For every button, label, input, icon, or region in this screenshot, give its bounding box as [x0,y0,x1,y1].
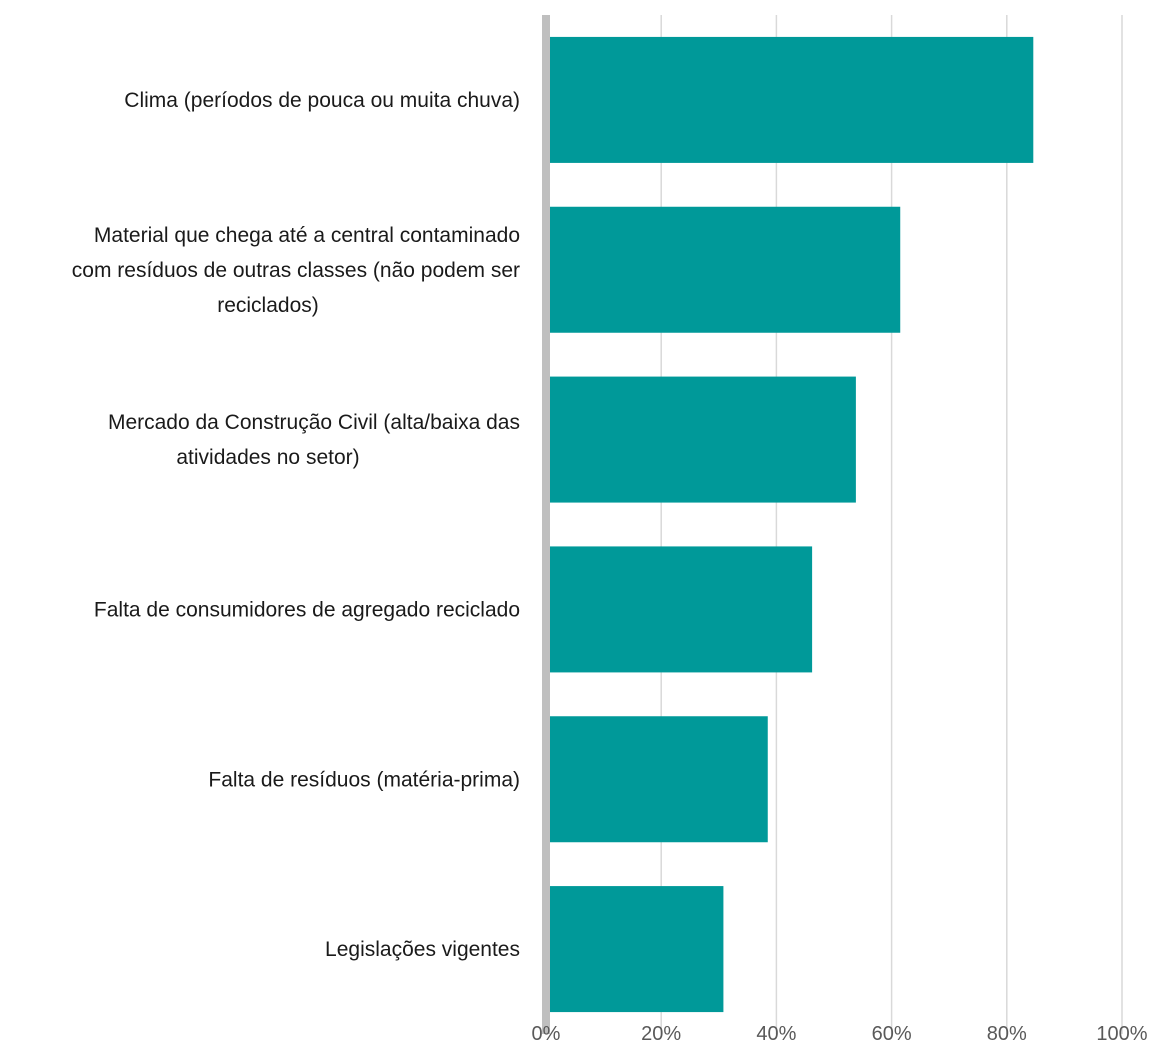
category-label-1-line-1: com resíduos de outras classes (não pode… [72,259,520,282]
category-label-3-line-0: Falta de consumidores de agregado recicl… [94,598,520,621]
x-tick-label-20: 20% [641,1023,681,1045]
bar-3 [550,546,813,673]
category-label-2-line-0: Mercado da Construção Civil (alta/baixa … [108,411,520,434]
category-labels: Clima (períodos de pouca ou muita chuva)… [72,89,520,961]
bar-1 [550,206,901,333]
x-tick-label-80: 80% [987,1023,1027,1045]
x-tick-label-40: 40% [756,1023,796,1045]
x-tick-label-100: 100% [1096,1023,1147,1045]
gridlines [660,15,1123,1034]
bars [550,36,1034,1013]
category-label-1-line-2: reciclados) [217,294,319,317]
x-tick-label-0: 0% [532,1023,561,1045]
category-label-5-line-0: Legislações vigentes [325,938,520,961]
x-tick-label-60: 60% [872,1023,912,1045]
category-label-2-line-1: atividades no setor) [176,446,359,469]
category-label-1-line-0: Material que chega até a central contami… [94,224,520,247]
x-tick-labels: 0% 20% 40% 60% 80% 100% [532,1023,1148,1045]
bar-5 [550,886,724,1013]
bar-2 [550,376,856,503]
bar-0 [550,36,1034,163]
category-label-4-line-0: Falta de resíduos (matéria-prima) [208,768,520,791]
category-label-0-line-0: Clima (períodos de pouca ou muita chuva) [124,89,520,112]
bar-4 [550,716,768,843]
